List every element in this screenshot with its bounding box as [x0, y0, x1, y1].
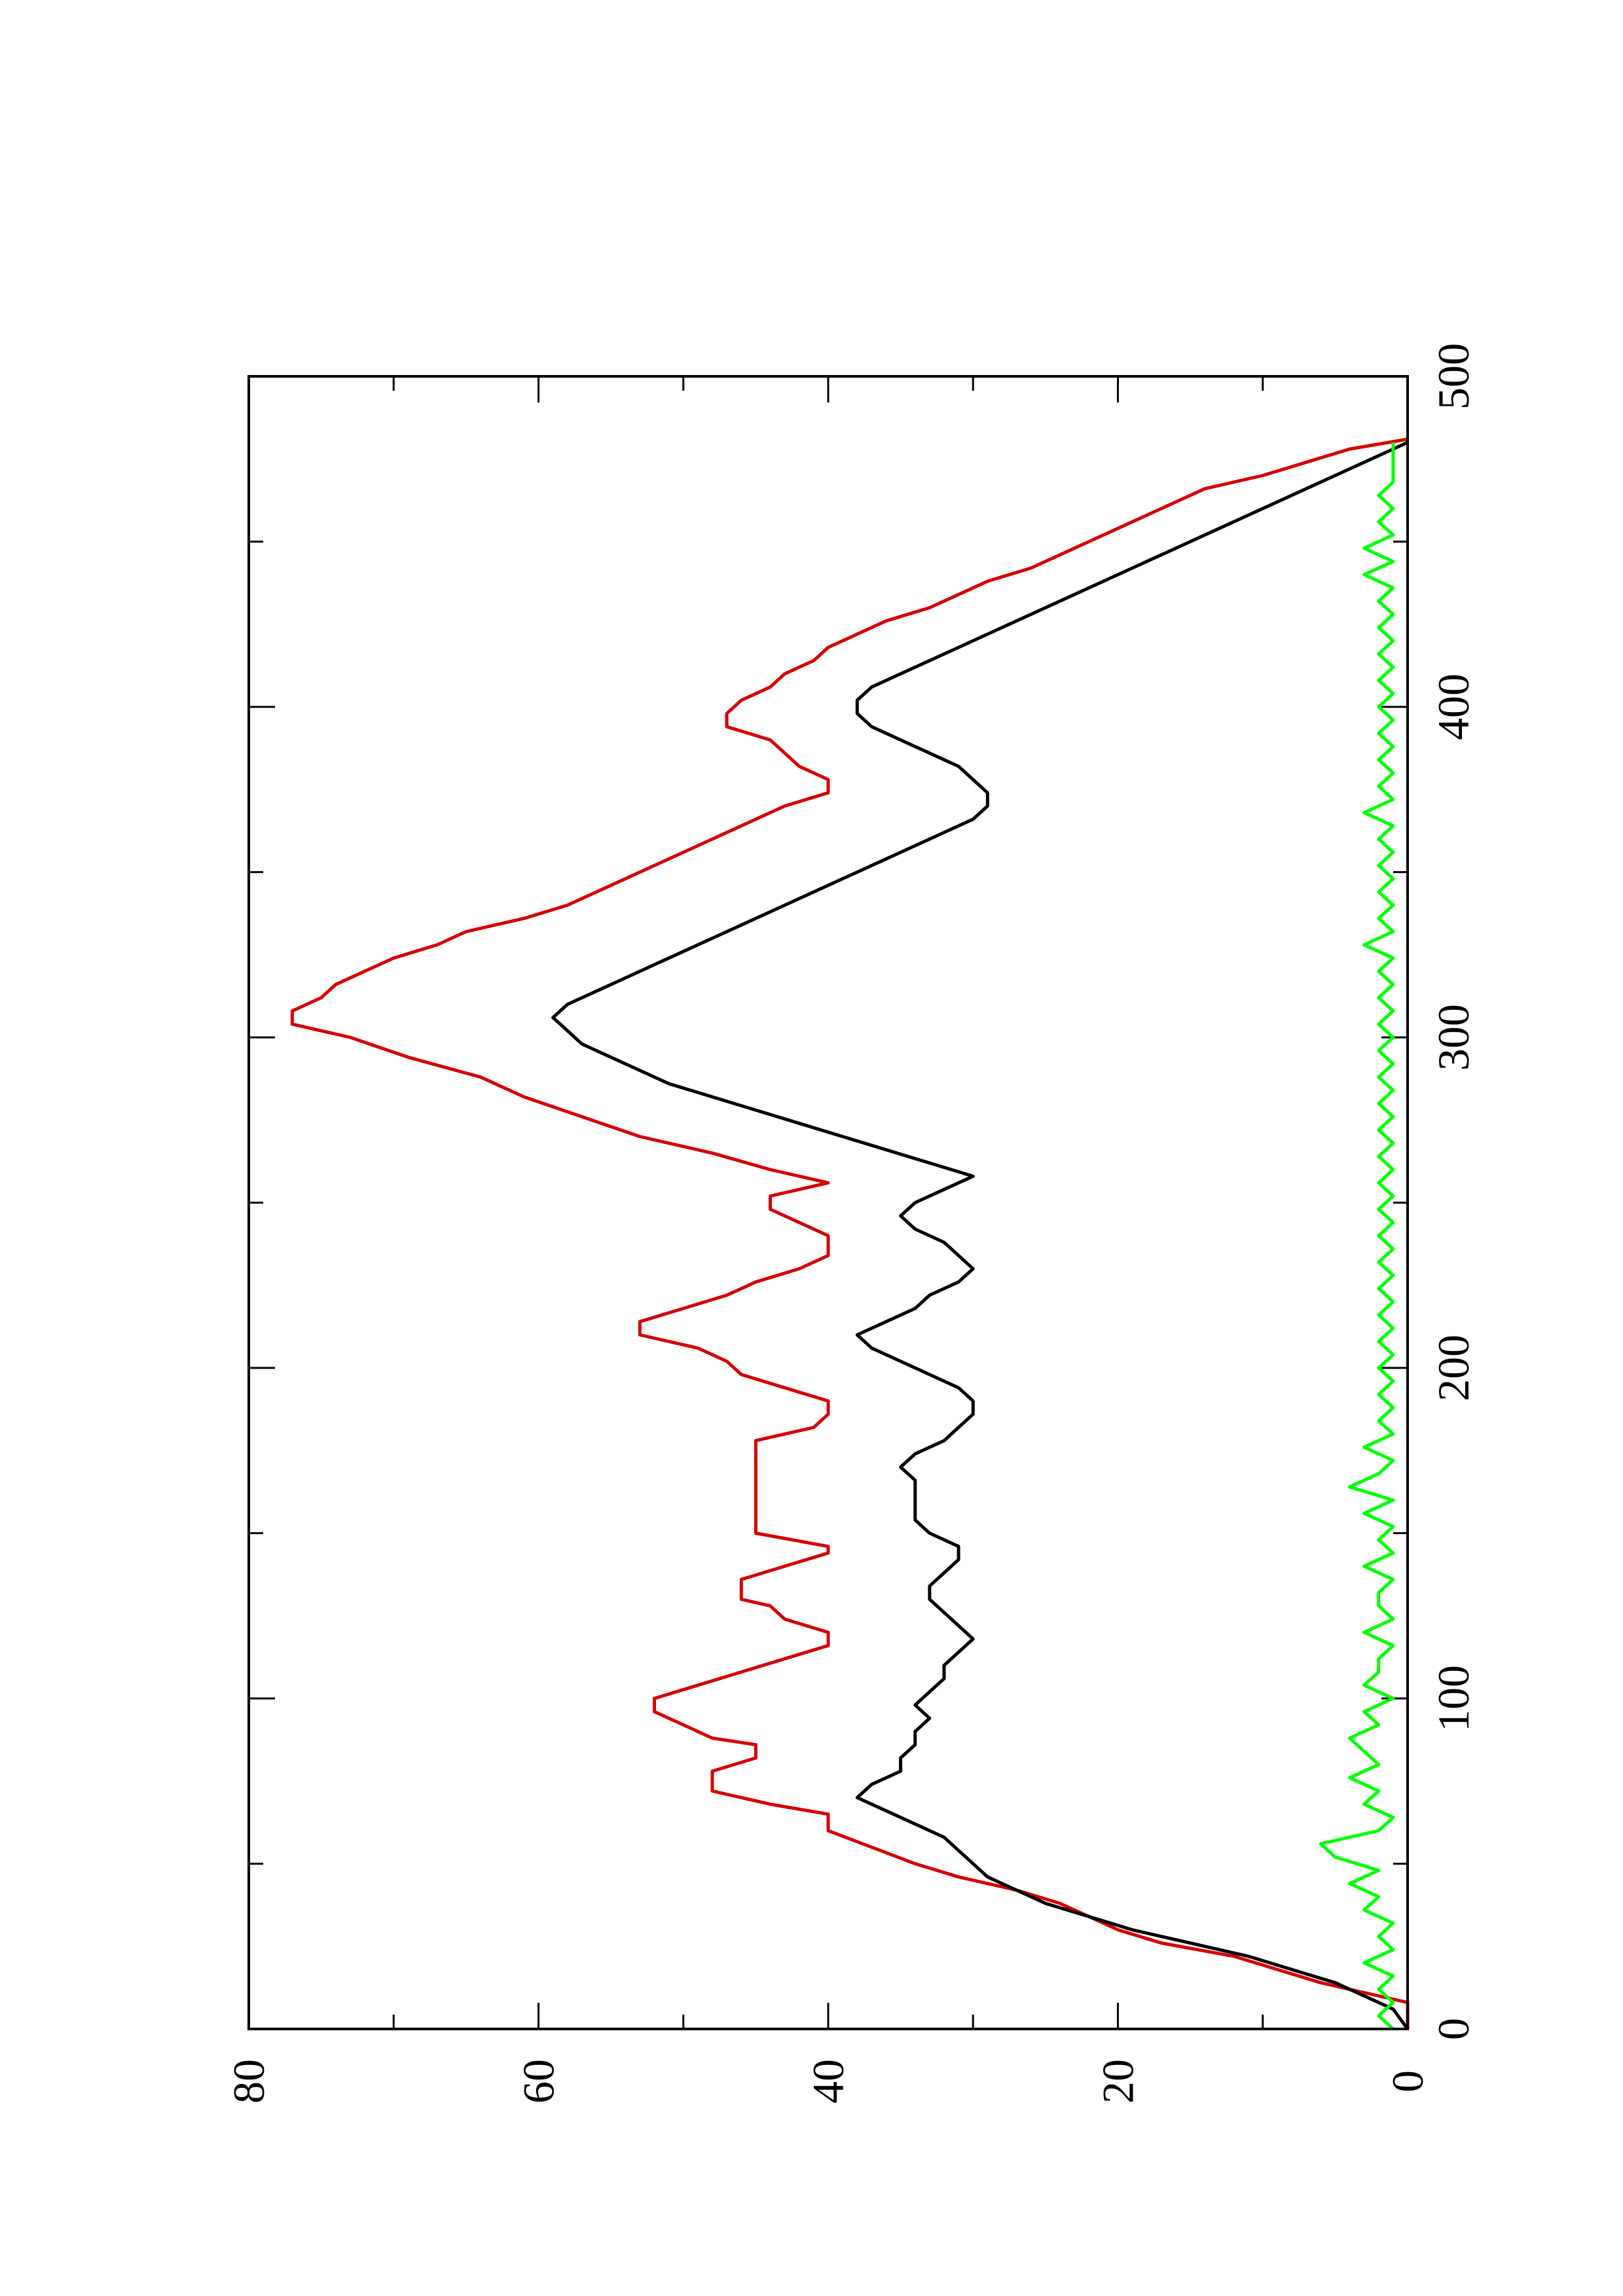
x-tick-label: 200 — [1429, 1335, 1478, 1401]
series-group — [290, 437, 1410, 2030]
plot-frame — [247, 375, 1409, 2030]
series-line-2 — [551, 440, 1410, 2030]
x-tick-label: 300 — [1429, 1004, 1478, 1071]
x-tick-label: 0 — [1429, 2018, 1478, 2040]
series-line-3 — [1319, 442, 1395, 2030]
series-line-1 — [290, 437, 1410, 2029]
x-tick-label: 100 — [1429, 1665, 1478, 1732]
y-tick-label: 80 — [224, 2059, 274, 2104]
tick-labels: 0 100 200 300 400 500 0 20 40 60 80 — [224, 343, 1478, 2104]
y-tick-label: 0 — [1383, 2070, 1432, 2092]
y-tick-label: 40 — [803, 2059, 853, 2104]
x-tick-label: 500 — [1429, 343, 1478, 410]
y-tick-label: 20 — [1093, 2059, 1143, 2104]
y-tick-label: 60 — [514, 2059, 564, 2104]
x-tick-label: 400 — [1429, 673, 1478, 740]
